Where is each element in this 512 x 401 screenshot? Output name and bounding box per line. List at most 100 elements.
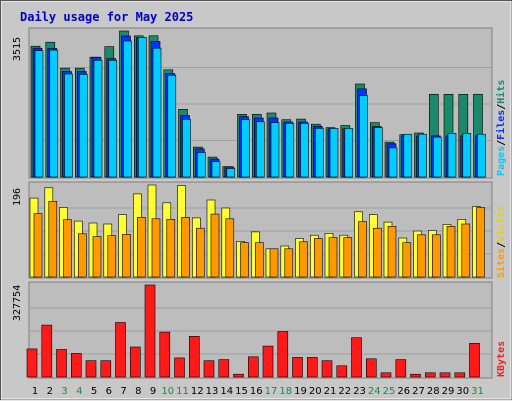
sites-bar [328,237,338,278]
x-tick-label: 25 [383,386,396,397]
sites-bar [372,227,382,278]
visits-legend: Sites/Visits [495,206,507,278]
pages-bar [182,119,191,178]
kbytes-bar [306,357,318,378]
sites-bar [343,237,353,278]
pages-bar [403,133,413,178]
x-tick-label: 9 [150,386,156,397]
x-tick-label: 18 [279,386,292,397]
pages-bar [373,127,383,178]
kbytes-bar [56,349,67,378]
sites-bar [255,242,264,278]
sites-bar [417,234,426,278]
x-tick-label: 4 [76,386,82,397]
sites-bar [225,218,235,278]
x-tick-label: 8 [135,386,141,397]
kbytes-bar [380,372,392,378]
pages-bar [270,122,280,178]
kbytes-bar [395,359,407,378]
legend-files: Files [495,110,507,140]
sites-bar [107,235,117,278]
x-tick-label: 16 [250,386,263,397]
kbytes-bar [277,331,289,378]
pages-bar [344,128,354,178]
legend-visits: Visits [495,206,507,242]
kbytes-bar [351,337,362,378]
kbytes-bar [454,372,466,378]
x-tick-label: 19 [294,386,307,397]
kbytes-bar [248,356,259,378]
pages-bar [138,37,147,178]
kbytes-bar [85,360,97,378]
pages-bar [300,123,309,178]
pages-bar [256,121,265,178]
pages-bar [285,123,295,178]
kbytes-bar [26,348,38,378]
x-tick-label: 2 [47,386,53,397]
sites-bar [240,242,249,278]
x-tick-label: 12 [191,386,204,397]
kbytes-bar [100,360,112,378]
chart-title: Daily usage for May 2025 [20,10,193,24]
sites-bar [92,236,102,278]
x-tick-label: 11 [176,386,189,397]
x-tick-label: 24 [368,386,381,397]
pages-bar [462,133,472,178]
kbytes-bar [115,322,126,378]
kbytes-bar [365,358,377,378]
bars-layer [26,30,486,378]
pages-bar [359,95,368,178]
sites-bar [299,241,308,278]
x-tick-label: 23 [353,386,366,397]
pages-bar [432,136,442,178]
visits-ymax-label: 196 [12,188,23,206]
x-tick-label: 5 [91,386,97,397]
x-tick-label: 1 [32,386,38,397]
kbytes-bar [336,365,348,378]
pages-bar [211,161,221,178]
x-tick-label: 27 [412,386,425,397]
pages-bar [167,74,177,178]
kbytes-bar [321,360,333,378]
legend-sites: Sites [495,248,507,278]
kbytes-bar [218,359,230,378]
sites-bar [387,226,397,278]
kbytes-panel [28,281,493,379]
kbytes-bar [292,357,303,378]
kbytes-bar [130,346,141,378]
pages-bar [64,73,73,178]
hits-legend: Pages/Files/Hits [495,80,507,176]
pages-bar [34,50,44,178]
sites-bar [196,227,205,278]
pages-bar [314,128,324,178]
kbytes-bar [41,324,53,378]
sites-bar [269,248,279,278]
sites-bar [78,233,87,278]
legend-hits: Hits [495,80,507,104]
kbytes-ymax-label: 327754 [12,285,23,321]
x-tick-label: 30 [456,386,469,397]
x-tick-label: 28 [427,386,440,397]
pages-bar [79,74,88,178]
pages-bar [152,47,162,178]
sites-bar [210,213,220,278]
sites-bar [137,217,146,278]
x-tick-label: 29 [442,386,455,397]
x-tick-label: 10 [161,386,174,397]
kbytes-bar [203,360,215,378]
pages-bar [388,147,398,178]
x-tick-label: 20 [309,386,322,397]
pages-bar [241,119,250,178]
kbytes-bar [189,335,200,378]
sites-bar [166,219,176,278]
pages-bar [123,40,132,178]
x-tick-label: 15 [235,386,248,397]
kbytes-bar [262,345,274,378]
sites-bar [358,221,367,278]
legend-pages: Pages [496,146,507,176]
sites-bar [151,218,161,278]
pages-bar [418,133,427,178]
kbytes-bar [424,372,436,378]
